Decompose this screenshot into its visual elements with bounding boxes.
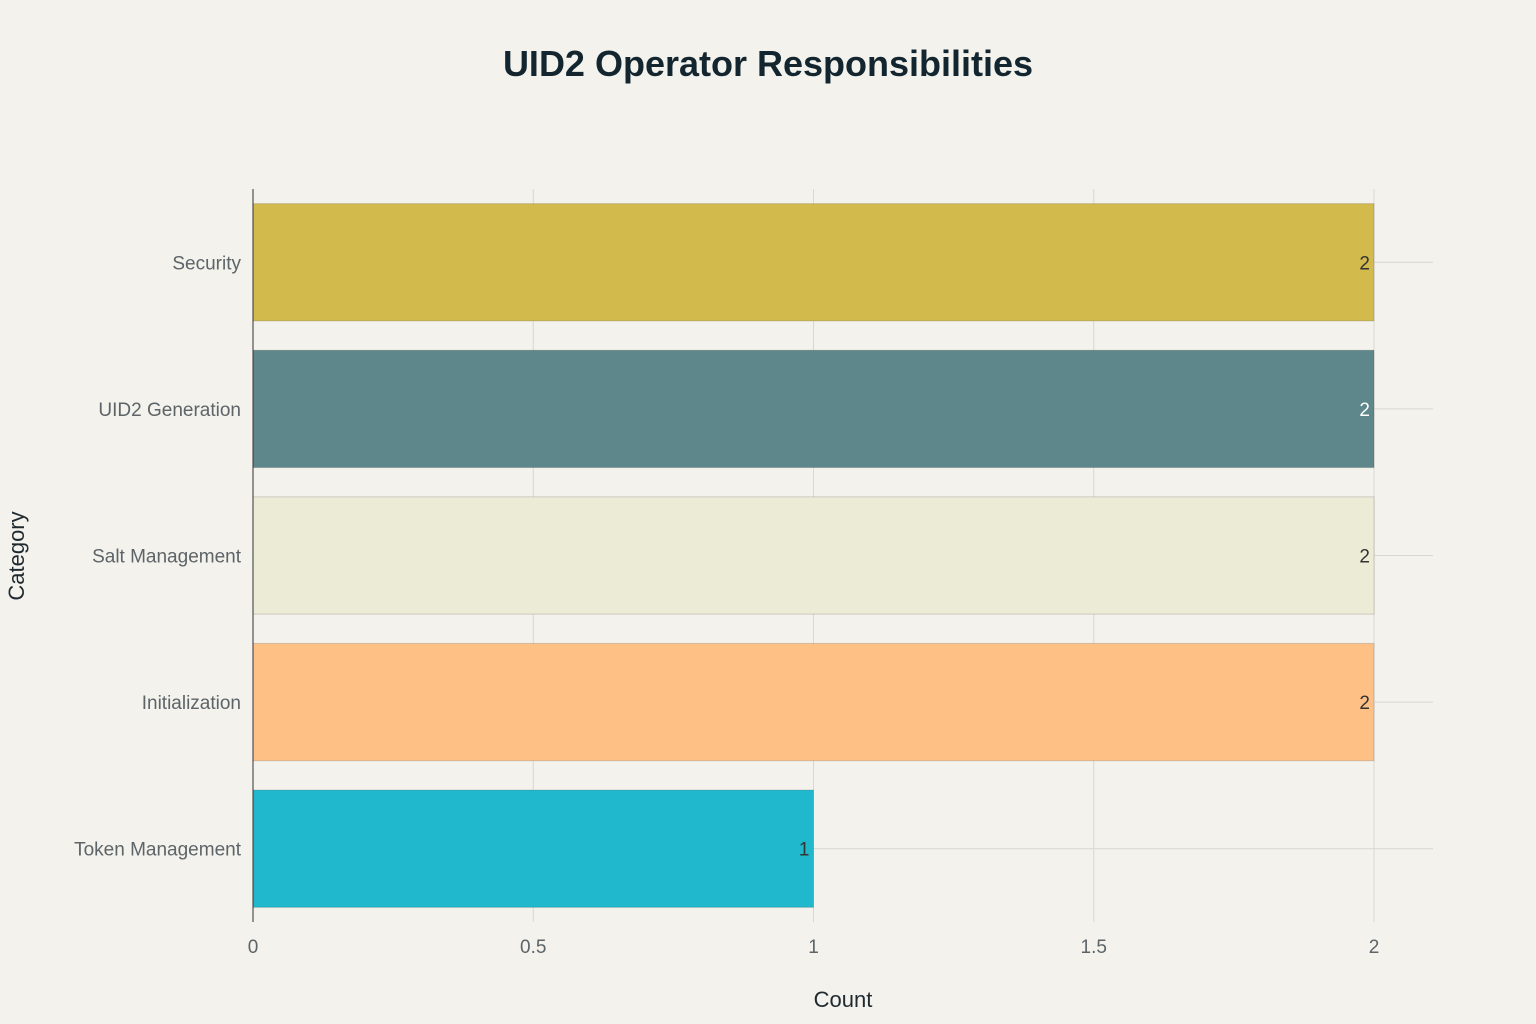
data-label: 2 [1359,547,1370,568]
x-axis-title: Count [814,987,873,1012]
data-labels: 2 2 2 2 1 [799,253,1370,860]
x-tick-label: 2 [1369,937,1380,958]
x-tick-label: 1 [808,937,819,958]
x-tick-label: 0.5 [520,937,546,958]
x-tick-label: 0 [248,937,259,958]
y-tick-label: Initialization [142,693,241,714]
bar-uid2-generation [252,349,1375,469]
bar-token-management [252,789,814,908]
y-tick-label: Security [172,253,241,274]
y-tick-label: Salt Management [92,547,242,568]
y-tick-label: Token Management [74,840,242,861]
chart-title: UID2 Operator Responsibilities [503,43,1033,84]
data-label: 2 [1359,693,1370,714]
bar-initialization [252,642,1375,762]
y-tick-label: UID2 Generation [98,400,241,421]
data-label: 2 [1359,400,1370,421]
x-tick-labels: 0 0.5 1 1.5 2 [248,937,1380,958]
bar-security [252,203,1375,322]
x-tick-label: 1.5 [1081,937,1107,958]
data-label: 1 [799,840,810,861]
y-axis-title: Category [4,511,29,600]
y-tick-labels: Security UID2 Generation Salt Management In… [74,253,242,860]
data-label: 2 [1359,253,1370,274]
bar-salt-management [252,496,1375,615]
bar-layer [252,203,1375,908]
